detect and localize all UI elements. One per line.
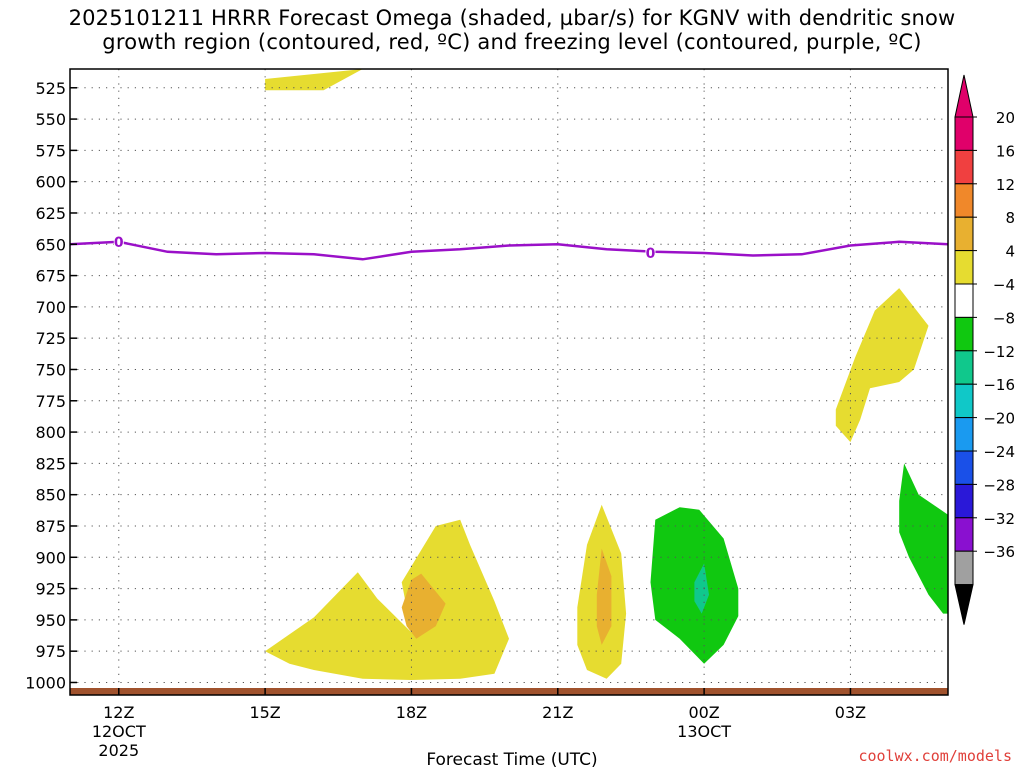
- colorbar-swatch: [954, 350, 974, 385]
- colorbar-label: −8: [993, 309, 1015, 327]
- y-tick-label: 975: [35, 642, 66, 661]
- contour-label: 0: [646, 246, 656, 262]
- colorbar-label: −4: [993, 276, 1015, 294]
- colorbar-swatch: [954, 517, 974, 552]
- colorbar-label: 16: [996, 142, 1015, 160]
- title-line-1: 2025101211 HRRR Forecast Omega (shaded, …: [68, 6, 956, 30]
- y-tick-label: 875: [35, 517, 66, 536]
- omega-region-4: [596, 548, 612, 645]
- y-tick-label: 1000: [25, 673, 66, 692]
- contour-label: 0: [114, 235, 124, 251]
- freezing-level: 00: [69, 233, 949, 262]
- omega-region-0: [265, 69, 363, 91]
- colorbar-label: −16: [983, 376, 1015, 394]
- colorbar-swatch: [954, 483, 974, 519]
- colorbar-label: 20: [996, 109, 1015, 127]
- y-tick-label: 800: [35, 423, 66, 442]
- y-tick-label: 725: [35, 329, 66, 348]
- y-tick-label: 550: [35, 110, 66, 129]
- y-tick-label: 950: [35, 611, 66, 630]
- title-line-2: growth region (contoured, red, ºC) and f…: [102, 30, 922, 54]
- x-tick-sublabel: 13OCT: [677, 722, 731, 741]
- colorbar-swatch: [954, 250, 974, 285]
- y-tick-label: 825: [35, 454, 66, 473]
- colorbar-label: −20: [983, 410, 1015, 428]
- colorbar-swatch: [954, 383, 974, 419]
- x-tick-label: 21Z: [542, 703, 573, 722]
- x-tick-label: 12Z: [103, 703, 134, 722]
- x-tick-sublabel: 2025: [98, 741, 139, 760]
- colorbar-swatch: [954, 149, 974, 185]
- freezing-level-line: [69, 240, 949, 261]
- credit-text: coolwx.com/models: [858, 747, 1012, 765]
- omega-region-7: [835, 288, 929, 443]
- colorbar-label: −12: [983, 343, 1015, 361]
- colorbar-swatch: [954, 283, 974, 318]
- y-tick-label: 850: [35, 486, 66, 505]
- chart-title: 2025101211 HRRR Forecast Omega (shaded, …: [0, 6, 1024, 54]
- colorbar-bottom-arrow: [954, 584, 974, 625]
- omega-regions: [265, 69, 948, 680]
- colorbar-label: 8: [1005, 209, 1015, 227]
- omega-region-8: [899, 463, 948, 614]
- colorbar-label: −24: [983, 443, 1015, 461]
- y-axis: 525 550 575 600 625 650 675 700 725 750 775 800 825 8…: [25, 79, 77, 692]
- y-tick-label: 925: [35, 580, 66, 599]
- x-tick-sublabel: 12OCT: [92, 722, 146, 741]
- ground-fill: [70, 688, 948, 695]
- x-tick-label: 00Z: [688, 703, 719, 722]
- y-tick-label: 650: [35, 235, 66, 254]
- y-tick-label: 625: [35, 204, 66, 223]
- y-tick-label: 675: [35, 267, 66, 286]
- ground-strip: [70, 688, 948, 695]
- y-tick-label: 900: [35, 548, 66, 567]
- colorbar-swatch: [954, 450, 974, 485]
- plot-frame: [69, 68, 949, 696]
- colorbar-swatch: [954, 216, 974, 252]
- omega-region-1: [265, 519, 509, 680]
- colorbar-label: 12: [996, 176, 1015, 194]
- y-tick-label: 600: [35, 173, 66, 192]
- y-tick-label: 575: [35, 141, 66, 160]
- colorbar-top-arrow: [954, 74, 974, 118]
- contour-label-bg: [645, 245, 656, 262]
- x-tick-label: 18Z: [396, 703, 427, 722]
- colorbar-label: −28: [983, 476, 1015, 494]
- colorbar-label: 4: [1005, 243, 1015, 261]
- x-tick-label: 15Z: [249, 703, 280, 722]
- colorbar: 20 16 12 8 4 −4 −8 −12 −16 −20 −24 −28 −32 −36: [954, 74, 1015, 625]
- colorbar-swatch: [954, 316, 974, 352]
- colorbar-label: −36: [983, 543, 1015, 561]
- y-tick-label: 750: [35, 360, 66, 379]
- colorbar-swatch: [954, 183, 974, 218]
- colorbar-swatch: [954, 116, 974, 151]
- y-tick-label: 775: [35, 392, 66, 411]
- y-tick-label: 700: [35, 298, 66, 317]
- colorbar-label: −32: [983, 510, 1015, 528]
- grid-lines: [70, 69, 948, 695]
- omega-region-2: [401, 573, 446, 639]
- colorbar-swatch: [954, 550, 974, 586]
- x-axis-label: Forecast Time (UTC): [426, 750, 597, 768]
- omega-region-6: [694, 563, 709, 614]
- colorbar-swatch: [954, 417, 974, 452]
- contour-label-bg: [113, 233, 124, 250]
- x-tick-label: 03Z: [835, 703, 866, 722]
- y-tick-label: 525: [35, 79, 66, 98]
